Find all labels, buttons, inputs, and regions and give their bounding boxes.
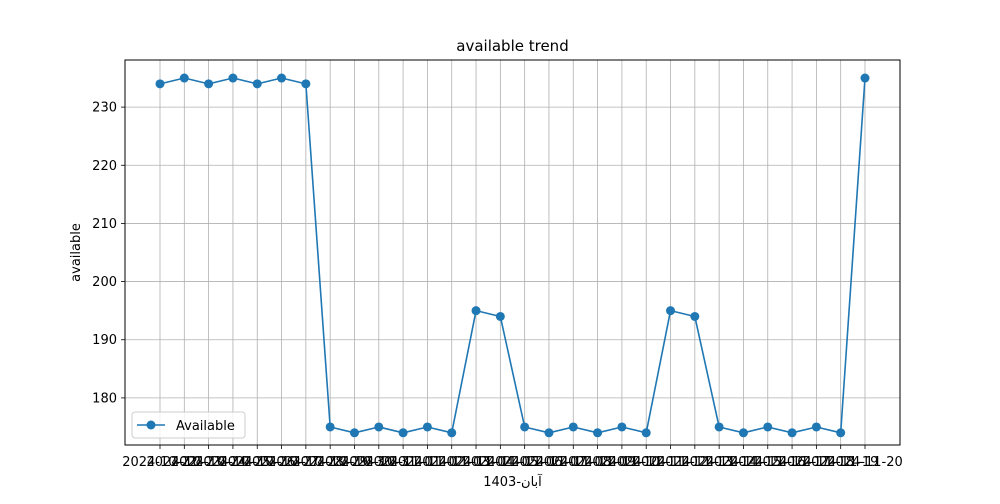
data-point [179, 73, 189, 83]
data-point [471, 306, 481, 316]
data-point [763, 422, 773, 432]
x-tick-label: 2024-10-27 [244, 455, 320, 470]
y-axis-ticks: 180 190 200 210 220 230 [92, 101, 125, 406]
x-tick-label: 2024-11-15 [706, 455, 782, 470]
plot-frame [124, 59, 901, 446]
y-tick-label: 200 [92, 275, 117, 290]
x-tick-label: 2024-10-23 [147, 455, 223, 470]
data-point [398, 428, 408, 438]
data-point [617, 422, 627, 432]
x-tick-label: 2024-11-11 [608, 455, 684, 470]
x-tick-label: 2024-11-19 [803, 455, 879, 470]
x-tick-label: 2024-11-03 [414, 455, 490, 470]
data-point [228, 73, 238, 83]
data-point [787, 428, 797, 438]
data-point [860, 73, 870, 83]
data-point [495, 311, 505, 321]
x-tick-label: 2024-11-06 [487, 455, 563, 470]
y-axis-label: available [69, 223, 84, 282]
legend-label: Available [176, 419, 235, 434]
x-tick-label: 2024-10-28 [268, 455, 344, 470]
data-point [155, 79, 165, 89]
x-axis-label: 1403-آبان [483, 473, 543, 490]
y-tick-label: 190 [92, 333, 117, 348]
x-tick-label: 2024-10-22 [122, 455, 198, 470]
x-tick-label: 2024-10-31 [341, 455, 417, 470]
data-point [544, 428, 554, 438]
data-point [641, 428, 651, 438]
x-tick-label: 2024-11-08 [535, 455, 611, 470]
x-tick-label: 2024-10-25 [195, 455, 271, 470]
x-tick-label: 2024-10-24 [171, 455, 247, 470]
legend-marker-swatch [146, 420, 156, 430]
grid [125, 60, 900, 445]
x-tick-label: 2024-11-18 [779, 455, 855, 470]
chart-title: available trend [456, 37, 568, 55]
x-tick-label: 2024-10-29 [292, 455, 368, 470]
legend: Available [131, 411, 246, 439]
x-tick-label: 2024-11-12 [633, 455, 709, 470]
x-tick-label: 2024-11-02 [390, 455, 466, 470]
data-point [349, 428, 359, 438]
y-tick-label: 210 [92, 217, 117, 232]
data-point [593, 428, 603, 438]
data-point [374, 422, 384, 432]
data-point [520, 422, 530, 432]
x-axis-ticks: 2024-10-222024-10-232024-10-242024-10-25… [122, 445, 903, 470]
data-point [325, 422, 335, 432]
data-point [811, 422, 821, 432]
data-point [666, 306, 676, 316]
y-tick-label: 180 [92, 391, 117, 406]
data-point [252, 79, 262, 89]
y-tick-label: 230 [92, 101, 117, 116]
data-point [447, 428, 457, 438]
y-tick-label: 220 [92, 159, 117, 174]
data-point [714, 422, 724, 432]
data-point [277, 73, 287, 83]
x-tick-label: 2024-11-10 [584, 455, 660, 470]
x-tick-label: 2024-10-26 [219, 455, 295, 470]
data-point [738, 428, 748, 438]
x-tick-label: 2024-11-20 [827, 455, 903, 470]
x-tick-label: 2024-11-09 [560, 455, 636, 470]
x-tick-label: 2024-11-13 [657, 455, 733, 470]
x-tick-label: 2024-10-30 [317, 455, 393, 470]
data-point [422, 422, 432, 432]
series-layer [155, 73, 870, 438]
data-point [836, 428, 846, 438]
legend-box [131, 411, 246, 439]
x-tick-label: 2024-11-14 [681, 455, 757, 470]
x-tick-label: 2024-11-05 [463, 455, 539, 470]
data-point [568, 422, 578, 432]
x-tick-label: 2024-11-01 [365, 455, 441, 470]
x-tick-label: 2024-11-07 [511, 455, 587, 470]
x-tick-label: 2024-11-17 [754, 455, 830, 470]
x-tick-label: 2024-11-16 [730, 455, 806, 470]
x-tick-label: 2024-11-04 [438, 455, 514, 470]
data-point [690, 311, 700, 321]
data-point [204, 79, 214, 89]
data-point [301, 79, 311, 89]
